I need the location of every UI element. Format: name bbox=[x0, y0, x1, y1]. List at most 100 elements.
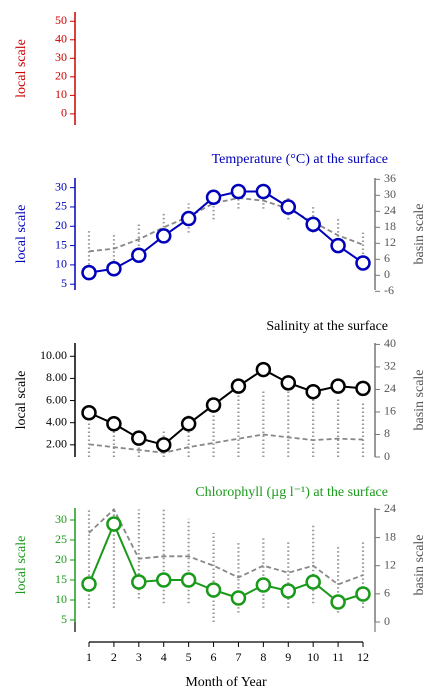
marker bbox=[106, 416, 122, 432]
y2-tick-label: 24 bbox=[384, 381, 396, 395]
y-axis-label: local scale bbox=[14, 205, 29, 264]
y2-axis-label: basin scale bbox=[412, 534, 427, 595]
marker bbox=[106, 516, 122, 532]
marker bbox=[305, 574, 321, 590]
y-tick-label: 25 bbox=[55, 199, 67, 213]
marker bbox=[255, 361, 272, 378]
marker bbox=[106, 261, 122, 277]
marker bbox=[305, 216, 321, 233]
x-tick-label: 12 bbox=[357, 650, 369, 664]
y2-tick-label: 6 bbox=[384, 251, 390, 265]
marker bbox=[280, 375, 297, 391]
x-tick-label: 9 bbox=[285, 650, 291, 664]
y-tick-label: 5 bbox=[61, 276, 67, 290]
x-tick-label: 6 bbox=[211, 650, 217, 664]
x-tick-label: 1 bbox=[86, 650, 92, 664]
y-tick-label: 10 bbox=[55, 257, 67, 271]
marker bbox=[255, 577, 272, 593]
y2-axis-label: basin scale bbox=[412, 369, 427, 430]
marker bbox=[205, 189, 222, 206]
y-tick-label: 40 bbox=[55, 32, 67, 46]
local-line bbox=[88, 521, 364, 604]
y-tick-label: 5 bbox=[61, 612, 67, 626]
y2-tick-label: 40 bbox=[384, 336, 396, 350]
panel-title: Temperature (°C) at the surface bbox=[212, 152, 388, 167]
x-tick-label: 8 bbox=[260, 650, 266, 664]
y-tick-label: 20 bbox=[55, 69, 67, 83]
y2-tick-label: 0 bbox=[384, 614, 390, 628]
local-line bbox=[88, 368, 364, 446]
y-tick-label: 10 bbox=[55, 87, 67, 101]
marker bbox=[330, 378, 346, 394]
panel-title: Salinity at the surface bbox=[266, 319, 388, 334]
y2-tick-label: 16 bbox=[384, 404, 396, 418]
marker bbox=[180, 210, 197, 227]
y2-tick-label: 30 bbox=[384, 187, 396, 201]
basin-line bbox=[88, 433, 364, 454]
y-tick-label: 6.00 bbox=[46, 392, 67, 406]
marker bbox=[81, 404, 97, 421]
y-tick-label: 10.00 bbox=[40, 348, 67, 362]
marker bbox=[330, 594, 346, 610]
marker bbox=[230, 590, 247, 606]
y-tick-label: 30 bbox=[55, 179, 67, 193]
y2-tick-label: 32 bbox=[384, 359, 396, 373]
x-tick-label: 10 bbox=[307, 650, 319, 664]
marker bbox=[180, 416, 197, 432]
y2-tick-label: 6 bbox=[384, 586, 390, 600]
marker bbox=[305, 383, 321, 400]
local-line bbox=[88, 190, 364, 274]
y2-tick-label: 24 bbox=[384, 501, 396, 515]
y2-tick-label: 24 bbox=[384, 203, 396, 217]
x-tick-label: 7 bbox=[235, 650, 241, 664]
x-tick-label: 11 bbox=[332, 650, 344, 664]
x-tick-label: 3 bbox=[136, 650, 142, 664]
marker bbox=[280, 583, 297, 599]
marker bbox=[81, 264, 97, 281]
y2-tick-label: 36 bbox=[384, 171, 396, 185]
marker bbox=[355, 586, 371, 602]
y-tick-label: 25 bbox=[55, 532, 67, 546]
marker bbox=[180, 572, 197, 588]
y-tick-label: 10 bbox=[55, 592, 67, 606]
y-tick-label: 30 bbox=[55, 50, 67, 64]
panel-title: Chlorophyll (µg l⁻¹) at the surface bbox=[195, 485, 388, 500]
y2-tick-label: 18 bbox=[384, 219, 396, 233]
basin-line bbox=[88, 197, 364, 253]
y-axis-label: local scale bbox=[14, 371, 29, 430]
y-axis-label: local scale bbox=[14, 536, 29, 595]
marker bbox=[155, 572, 172, 588]
marker bbox=[230, 183, 247, 200]
marker bbox=[81, 576, 97, 592]
marker bbox=[255, 183, 272, 200]
marker bbox=[205, 397, 222, 413]
y-tick-label: 0 bbox=[61, 106, 67, 120]
marker bbox=[155, 437, 172, 453]
y2-tick-label: -6 bbox=[384, 283, 394, 297]
marker bbox=[131, 247, 147, 263]
marker bbox=[355, 255, 371, 271]
marker bbox=[330, 237, 346, 254]
marker bbox=[155, 228, 172, 244]
y-tick-label: 4.00 bbox=[46, 414, 67, 428]
basin-line bbox=[88, 507, 364, 586]
y-tick-label: 8.00 bbox=[46, 370, 67, 384]
marker bbox=[131, 430, 147, 446]
marker bbox=[131, 574, 147, 590]
marker bbox=[355, 380, 371, 397]
y2-tick-label: 12 bbox=[384, 557, 396, 571]
y-tick-label: 15 bbox=[55, 237, 67, 251]
x-tick-label: 2 bbox=[111, 650, 117, 664]
y2-axis-label: basin scale bbox=[412, 203, 427, 264]
y-tick-label: 50 bbox=[55, 13, 67, 27]
x-axis-label: Month of Year bbox=[185, 675, 267, 690]
y-tick-label: 30 bbox=[55, 512, 67, 526]
marker bbox=[205, 582, 222, 598]
marker bbox=[230, 378, 247, 394]
y2-tick-label: 0 bbox=[384, 449, 390, 463]
y2-tick-label: 0 bbox=[384, 267, 390, 281]
y-tick-label: 20 bbox=[55, 218, 67, 232]
y-axis-label: local scale bbox=[14, 39, 29, 98]
